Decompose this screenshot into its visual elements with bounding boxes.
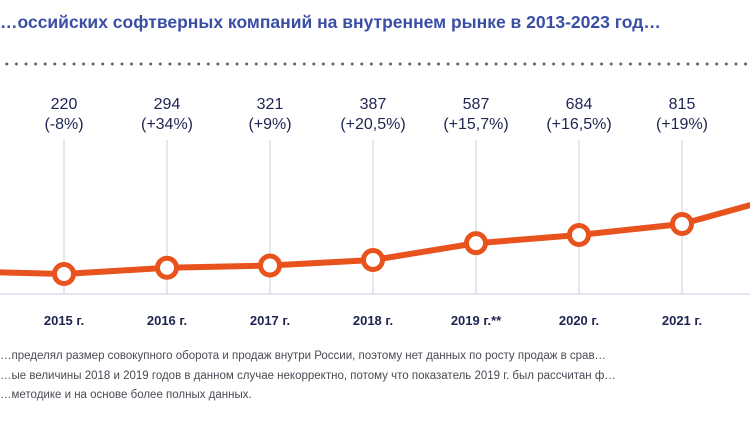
change-label: (-8%)	[44, 116, 83, 133]
data-point	[155, 255, 179, 280]
data-point	[52, 262, 76, 286]
data-point	[258, 253, 282, 278]
change-label: (+15,7%)	[443, 116, 508, 133]
value-label: 587	[463, 96, 490, 113]
data-point	[464, 231, 488, 256]
data-markers	[52, 212, 694, 286]
dotted-divider	[2, 62, 750, 66]
year-label: 2018 г.	[353, 313, 393, 328]
value-label: 815	[669, 96, 696, 113]
change-label: (+20,5%)	[340, 116, 405, 133]
data-point	[670, 212, 694, 236]
footnotes: …пределял размер совокупного оборота и п…	[0, 347, 750, 406]
line-chart: 220 (-8%) 294 (+34%) 321 (+9%) 387 (+20,5%) 587 (…	[0, 96, 750, 328]
data-point	[567, 223, 591, 248]
year-label: 2016 г.	[147, 313, 187, 328]
value-label: 294	[154, 96, 181, 113]
data-labels: 220 (-8%) 294 (+34%) 321 (+9%) 387 (+20,5%) 587 (…	[44, 96, 708, 133]
value-label: 684	[566, 96, 593, 113]
year-label: 2021 г.	[662, 313, 702, 328]
footnote-line-1: …пределял размер совокупного оборота и п…	[0, 350, 607, 362]
footnote-line-3: …методике и на основе более полных данны…	[0, 389, 252, 401]
change-label: (+19%)	[656, 116, 708, 133]
data-point	[361, 247, 385, 272]
change-label: (+34%)	[141, 116, 193, 133]
year-label: 2015 г.	[44, 313, 84, 328]
x-tick-labels: 2015 г. 2016 г. 2017 г. 2018 г. 2019 г.** 202…	[44, 313, 702, 328]
value-label: 387	[360, 96, 387, 113]
change-label: (+16,5%)	[546, 116, 611, 133]
footnote-line-2: …ые величины 2018 и 2019 годов в данном …	[0, 369, 616, 382]
value-label: 321	[257, 96, 284, 113]
chart-title: …оссийских софтверных компаний на внутре…	[0, 12, 661, 32]
year-label: 2019 г.**	[451, 313, 502, 328]
change-label: (+9%)	[248, 116, 291, 133]
year-label: 2017 г.	[250, 313, 290, 328]
value-label: 220	[51, 96, 78, 113]
year-label: 2020 г.	[559, 313, 599, 328]
